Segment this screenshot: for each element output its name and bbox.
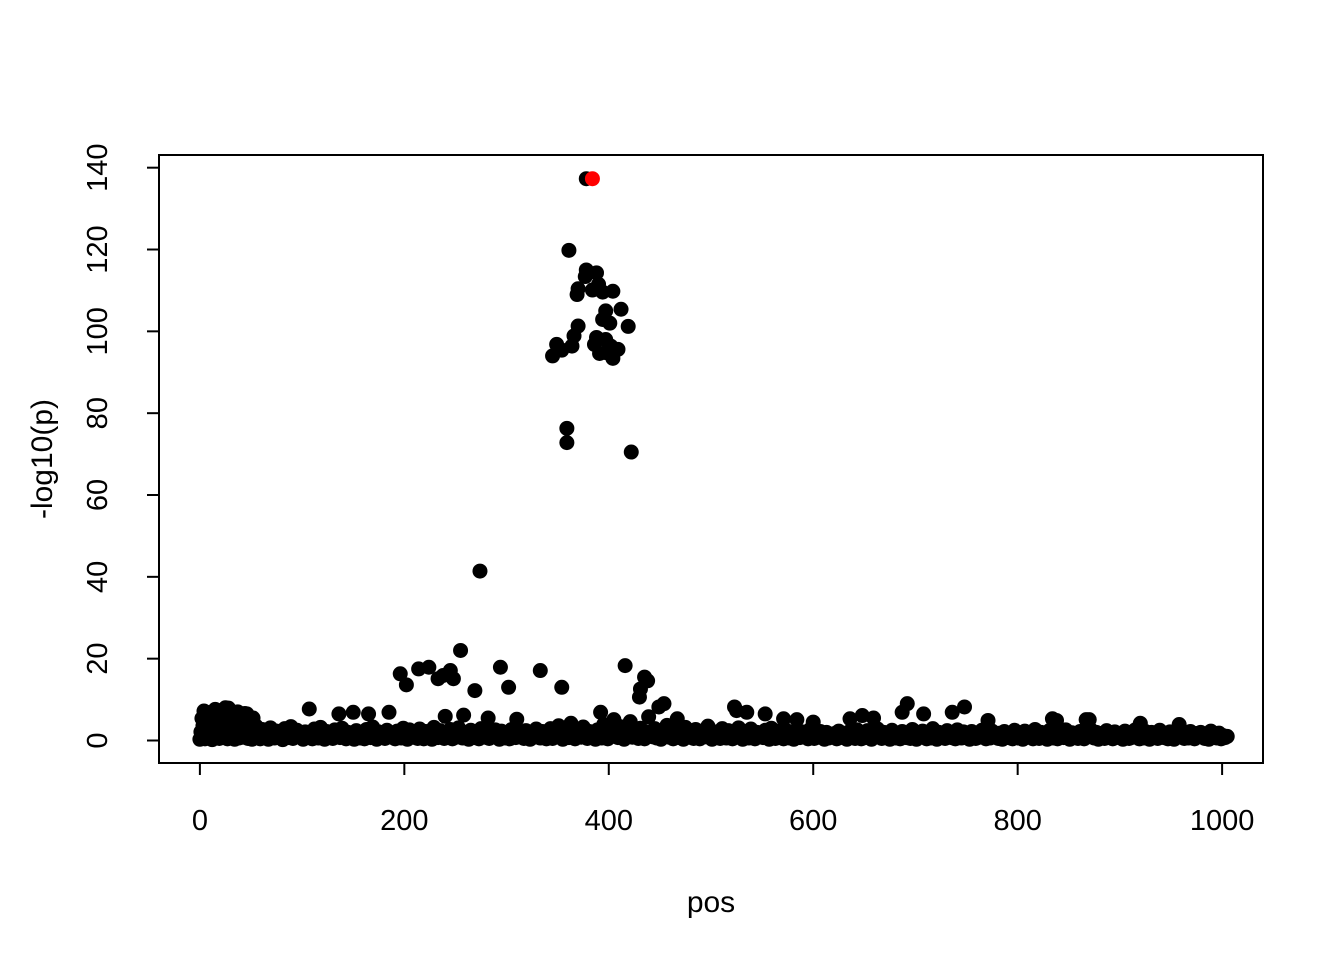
y-tick-label: 60 [82,479,114,511]
data-point [480,710,496,726]
data-point [602,315,618,331]
data-point [776,711,792,727]
data-point [842,711,858,727]
data-point [1219,728,1235,744]
data-point [198,704,214,720]
data-point [651,699,667,715]
data-point [331,706,347,722]
data-point [805,714,821,730]
highlighted-top-hit-point [584,171,600,187]
data-point [631,689,647,705]
y-tick-label: 140 [82,143,114,191]
data-point [392,666,408,682]
y-tick-label: 20 [82,643,114,675]
data-points [192,171,1235,748]
data-point [569,287,585,303]
x-tick-label: 200 [380,805,428,837]
data-point [980,712,996,728]
x-tick-label: 800 [993,805,1041,837]
y-tick-label: 120 [82,225,114,273]
x-tick-label: 600 [789,805,837,837]
data-point [509,711,525,727]
data-point [592,345,608,361]
data-point [610,341,626,357]
data-point [361,706,377,722]
data-point [456,707,472,723]
y-tick-label: 80 [82,397,114,429]
data-point [866,710,882,726]
data-point [593,704,609,720]
data-point [623,444,639,460]
data-point [640,673,656,689]
x-tick-label: 1000 [1190,805,1255,837]
y-tick-label: 100 [82,307,114,355]
data-point [739,704,755,720]
data-point [577,269,593,285]
data-point [854,708,870,724]
data-point [381,704,397,720]
data-point [437,708,453,724]
data-point [501,679,517,695]
data-point [445,671,461,687]
data-point [209,703,225,719]
data-point [532,663,548,679]
data-point [345,704,361,720]
data-point [613,301,629,317]
data-point [561,242,577,258]
data-point [554,342,570,358]
x-axis-ticks: 0 200 400 600 800 1000 [192,763,1255,837]
data-point [472,563,488,579]
data-point [899,696,915,712]
data-point [641,709,657,725]
data-point [1171,717,1187,733]
y-axis-ticks: 0 20 40 60 80 100 120 140 [82,143,159,749]
data-point [301,701,317,717]
x-tick-label: 0 [192,805,208,837]
data-point [554,679,570,695]
data-point [605,283,621,299]
data-point [916,706,932,722]
plot-box [158,154,1264,764]
data-point [957,699,973,715]
data-point [944,704,960,720]
data-point [617,658,633,674]
data-point [467,683,483,699]
x-tick-label: 400 [585,805,633,837]
data-point [789,712,805,728]
data-point [1132,715,1148,731]
x-axis-title: pos [687,886,735,919]
data-point [398,677,414,693]
data-point [492,659,508,675]
data-point [239,706,255,722]
data-point [589,329,605,345]
y-tick-label: 0 [82,732,114,748]
data-point [620,318,636,334]
data-point [669,711,685,727]
data-point [421,659,437,675]
data-point [757,706,773,722]
data-point [1049,712,1065,728]
data-point [1081,712,1097,728]
y-tick-label: 40 [82,561,114,593]
data-point [453,642,469,658]
data-point [559,420,575,436]
data-point [221,700,237,716]
data-point [559,435,575,451]
y-axis-title: -log10(p) [26,399,59,519]
